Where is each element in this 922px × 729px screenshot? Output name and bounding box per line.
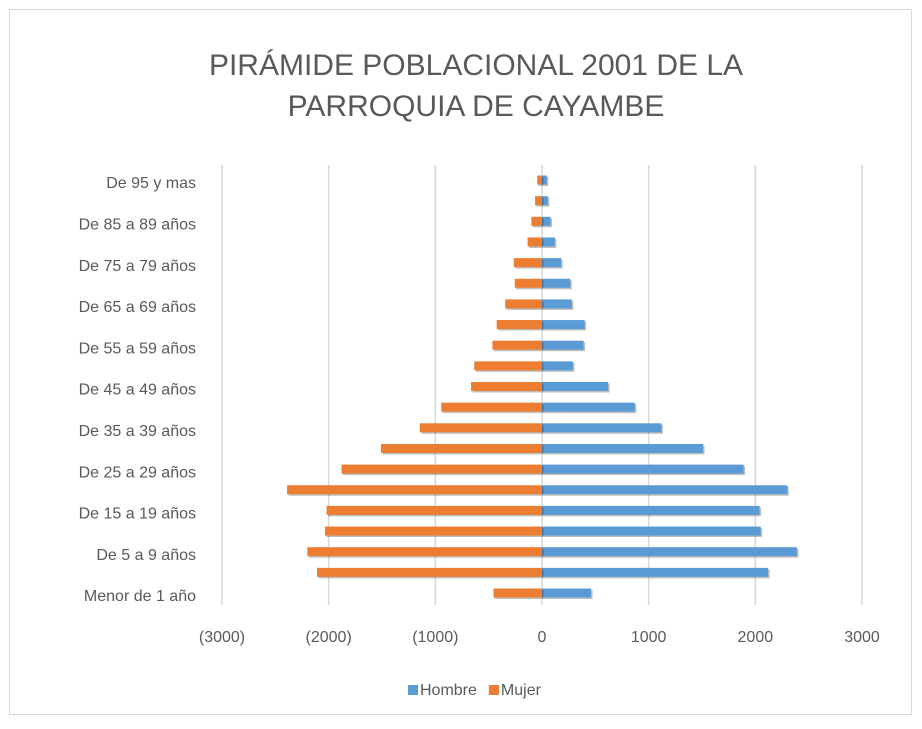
bar <box>419 423 542 433</box>
x-tick-label: (3000) <box>199 629 245 646</box>
y-tick-label: De 5 a 9 años <box>96 547 196 564</box>
chart-frame <box>9 9 912 715</box>
y-tick-label: Menor de 1 año <box>84 588 196 605</box>
y-tick-label: De 95 y mas <box>106 175 196 192</box>
y-tick-label: De 75 a 79 años <box>79 258 196 275</box>
y-tick-label: De 55 a 59 años <box>79 340 196 357</box>
bar <box>542 175 547 185</box>
y-tick-label: De 45 a 49 años <box>79 382 196 399</box>
bar <box>324 526 542 536</box>
legend-swatch <box>488 685 499 695</box>
legend-label: Mujer <box>501 682 542 699</box>
bar <box>471 382 542 391</box>
y-tick-label: De 35 a 39 años <box>79 423 196 440</box>
bar <box>474 361 542 371</box>
bar <box>527 237 542 247</box>
bar <box>542 567 769 577</box>
bar <box>542 485 788 495</box>
x-tick-label: 3000 <box>844 629 880 646</box>
bar <box>542 216 551 226</box>
chart-title: PARROQUIA DE CAYAMBE <box>288 90 665 123</box>
bar <box>341 464 542 474</box>
y-tick-label: De 85 a 89 años <box>79 217 196 234</box>
bar <box>542 278 571 288</box>
bar <box>496 320 542 330</box>
bar <box>535 196 542 206</box>
bar <box>542 258 562 268</box>
bar <box>492 340 542 350</box>
legend-label: Hombre <box>420 682 477 699</box>
x-tick-label: (1000) <box>412 629 458 646</box>
bar <box>542 196 548 206</box>
x-tick-label: 1000 <box>631 629 667 646</box>
bar <box>531 216 542 226</box>
bar <box>505 299 542 309</box>
bar <box>542 505 760 515</box>
bar <box>542 361 573 371</box>
bar <box>542 526 761 536</box>
bar <box>493 588 542 598</box>
bar <box>542 464 744 474</box>
bar <box>537 175 542 185</box>
bar <box>542 382 609 391</box>
bar <box>287 485 542 495</box>
bar <box>542 340 584 350</box>
y-tick-label: De 65 a 69 años <box>79 299 196 316</box>
bar <box>542 299 572 309</box>
bar <box>542 320 585 330</box>
y-tick-label: De 25 a 29 años <box>79 464 196 481</box>
bar <box>316 567 542 577</box>
bar <box>514 278 542 288</box>
bar <box>542 588 592 598</box>
bar <box>441 402 542 412</box>
bar <box>326 505 542 515</box>
bar <box>380 443 542 453</box>
bar <box>542 237 555 247</box>
bar <box>542 547 797 557</box>
bar <box>542 423 662 433</box>
chart-title: PIRÁMIDE POBLACIONAL 2001 DE LA <box>209 49 743 82</box>
bar <box>542 443 704 453</box>
x-tick-label: 2000 <box>738 629 774 646</box>
x-tick-label: 0 <box>538 629 547 646</box>
x-tick-label: (2000) <box>306 629 352 646</box>
bar <box>307 547 542 557</box>
bar <box>513 258 542 268</box>
bar <box>542 402 635 412</box>
y-tick-label: De 15 a 19 años <box>79 506 196 523</box>
legend-swatch <box>408 685 418 695</box>
